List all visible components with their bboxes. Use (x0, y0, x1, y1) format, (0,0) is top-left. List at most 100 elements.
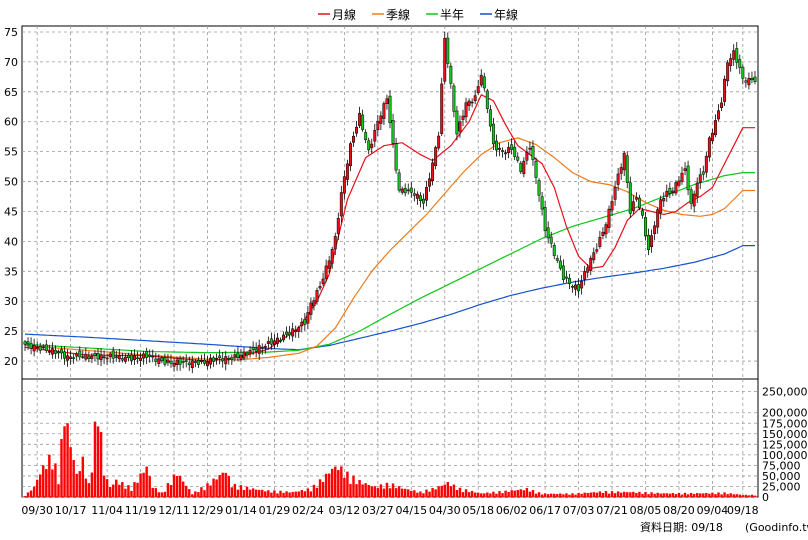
volume-bar (504, 490, 507, 497)
volume-bar (239, 485, 243, 497)
volume-bar (337, 470, 340, 497)
candle-body (488, 109, 492, 127)
volume-bar (674, 494, 678, 497)
candle-body (525, 151, 529, 161)
legend-label-3: 年線 (494, 7, 518, 22)
volume-bar (330, 468, 334, 497)
volume-bar (680, 494, 684, 497)
volume-bar (434, 489, 437, 497)
volume-bar (723, 492, 726, 497)
volume-bar (139, 473, 142, 497)
volume-bar (218, 475, 221, 497)
volume-bars (23, 421, 757, 497)
volume-bar (184, 485, 188, 497)
candle-body (750, 77, 754, 80)
candle-body (494, 140, 498, 151)
candle-body (662, 197, 666, 202)
volume-bar (200, 487, 203, 497)
candle-body (561, 265, 565, 280)
volume-bar (720, 494, 723, 497)
price-tick-label: 20 (4, 355, 18, 368)
volume-bar (653, 493, 656, 497)
date-tick-label: 03/12 (329, 504, 361, 517)
volume-bar (157, 492, 161, 497)
candle-body (187, 362, 191, 366)
candle-body (358, 113, 362, 126)
candle-body (166, 359, 170, 363)
volume-bar (699, 493, 702, 497)
volume-bar (549, 493, 553, 497)
price-tick-label: 75 (4, 26, 18, 39)
volume-bar (464, 489, 468, 497)
candle-body (87, 356, 91, 360)
volume-bar (470, 490, 474, 497)
candle-body (647, 234, 651, 250)
date-tick-label: 09/30 (21, 504, 53, 517)
volume-bar (571, 493, 574, 497)
candle-body (452, 85, 456, 112)
price-tick-label: 55 (4, 146, 18, 159)
candle-body (668, 187, 672, 194)
date-tick-label: 06/02 (496, 504, 528, 517)
date-tick-label: 07/03 (563, 504, 595, 517)
volume-bar (632, 491, 635, 497)
candle-body (653, 225, 657, 235)
volume-tick-label: 150,000 (762, 428, 808, 441)
volume-bar (650, 492, 653, 497)
volume-bar (32, 486, 36, 497)
candle-body (288, 332, 292, 336)
candle-body (236, 352, 240, 358)
candle-body (549, 236, 553, 244)
volume-bar (589, 492, 592, 497)
candle-body (634, 197, 638, 200)
price-tick-label: 45 (4, 205, 18, 218)
volume-bar (592, 492, 596, 497)
candle-body (221, 358, 225, 362)
volume-bar (595, 492, 599, 497)
volume-bar (367, 484, 370, 497)
volume-bar (96, 426, 100, 497)
volume-bar (279, 490, 282, 497)
volume-bar (130, 490, 133, 497)
candle-body (485, 90, 489, 109)
candle-body (263, 345, 267, 348)
volume-bar (233, 483, 237, 497)
volume-bar (294, 491, 297, 497)
volume-bar (26, 492, 30, 497)
candle-body (126, 354, 130, 359)
candle-body (315, 290, 319, 302)
candle-body (604, 224, 608, 235)
volume-bar (306, 488, 310, 497)
volume-bar (102, 475, 106, 497)
candle-body (330, 249, 334, 264)
volume-bar (78, 471, 81, 497)
candle-body (26, 341, 30, 344)
legend-label-0: 月線 (332, 7, 356, 22)
candle-body (297, 327, 301, 332)
volume-bar (178, 475, 182, 497)
candle-body (650, 235, 654, 248)
candle-body (583, 271, 587, 280)
candle-body (157, 358, 161, 364)
volume-bar (145, 466, 148, 497)
candle-body (175, 359, 179, 365)
volume-bar (312, 484, 316, 497)
candle-body (129, 354, 133, 361)
volume-bar (565, 493, 568, 497)
candle-body (461, 115, 465, 120)
volume-bar (717, 492, 720, 497)
volume-bar (136, 482, 139, 497)
candle-body (710, 132, 714, 142)
date-tick-label: 01/29 (259, 504, 291, 517)
volume-bar (230, 487, 234, 497)
candle-body (434, 147, 438, 166)
candle-body (361, 114, 365, 130)
candle-body (376, 120, 380, 130)
volume-bar (69, 447, 72, 497)
volume-bar (738, 494, 742, 497)
candle-body (744, 80, 748, 83)
date-tick-label: 04/15 (395, 504, 427, 517)
volume-bar (665, 493, 669, 497)
candle-body (251, 347, 255, 350)
